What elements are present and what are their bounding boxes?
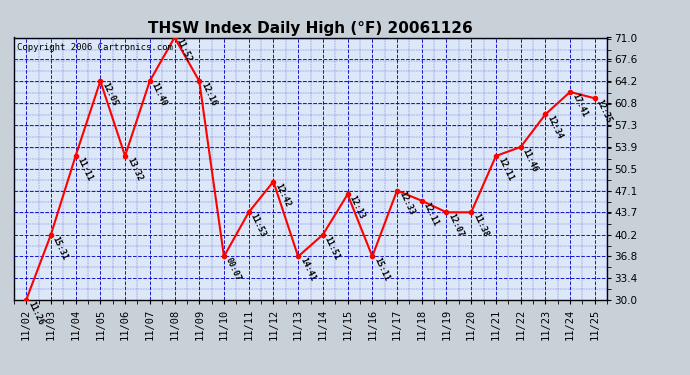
Title: THSW Index Daily High (°F) 20061126: THSW Index Daily High (°F) 20061126 [148,21,473,36]
Text: 11:52: 11:52 [175,38,193,64]
Text: 12:42: 12:42 [273,182,292,208]
Text: 12:07: 12:07 [446,212,465,239]
Text: 12:33: 12:33 [397,190,416,217]
Text: 11:53: 11:53 [248,212,268,239]
Text: 14:41: 14:41 [298,256,317,283]
Text: 12:11: 12:11 [422,201,440,227]
Text: 11:40: 11:40 [150,81,168,108]
Text: 12:05: 12:05 [100,81,119,108]
Text: 15:31: 15:31 [51,235,70,261]
Text: 12:34: 12:34 [545,114,564,141]
Text: 12:35: 12:35 [595,98,613,125]
Text: 17:41: 17:41 [570,92,589,118]
Text: 15:11: 15:11 [373,256,391,283]
Text: 11:11: 11:11 [76,156,95,182]
Text: 11:51: 11:51 [323,235,342,261]
Text: 11:38: 11:38 [471,212,490,239]
Text: 12:13: 12:13 [348,194,366,221]
Text: 13:32: 13:32 [125,156,144,182]
Text: 11:46: 11:46 [521,147,540,174]
Text: 12:11: 12:11 [496,156,515,182]
Text: 00:07: 00:07 [224,256,243,283]
Text: 11:26: 11:26 [26,300,45,327]
Text: 12:16: 12:16 [199,81,218,108]
Text: Copyright 2006 Cartronics.com: Copyright 2006 Cartronics.com [17,43,172,52]
